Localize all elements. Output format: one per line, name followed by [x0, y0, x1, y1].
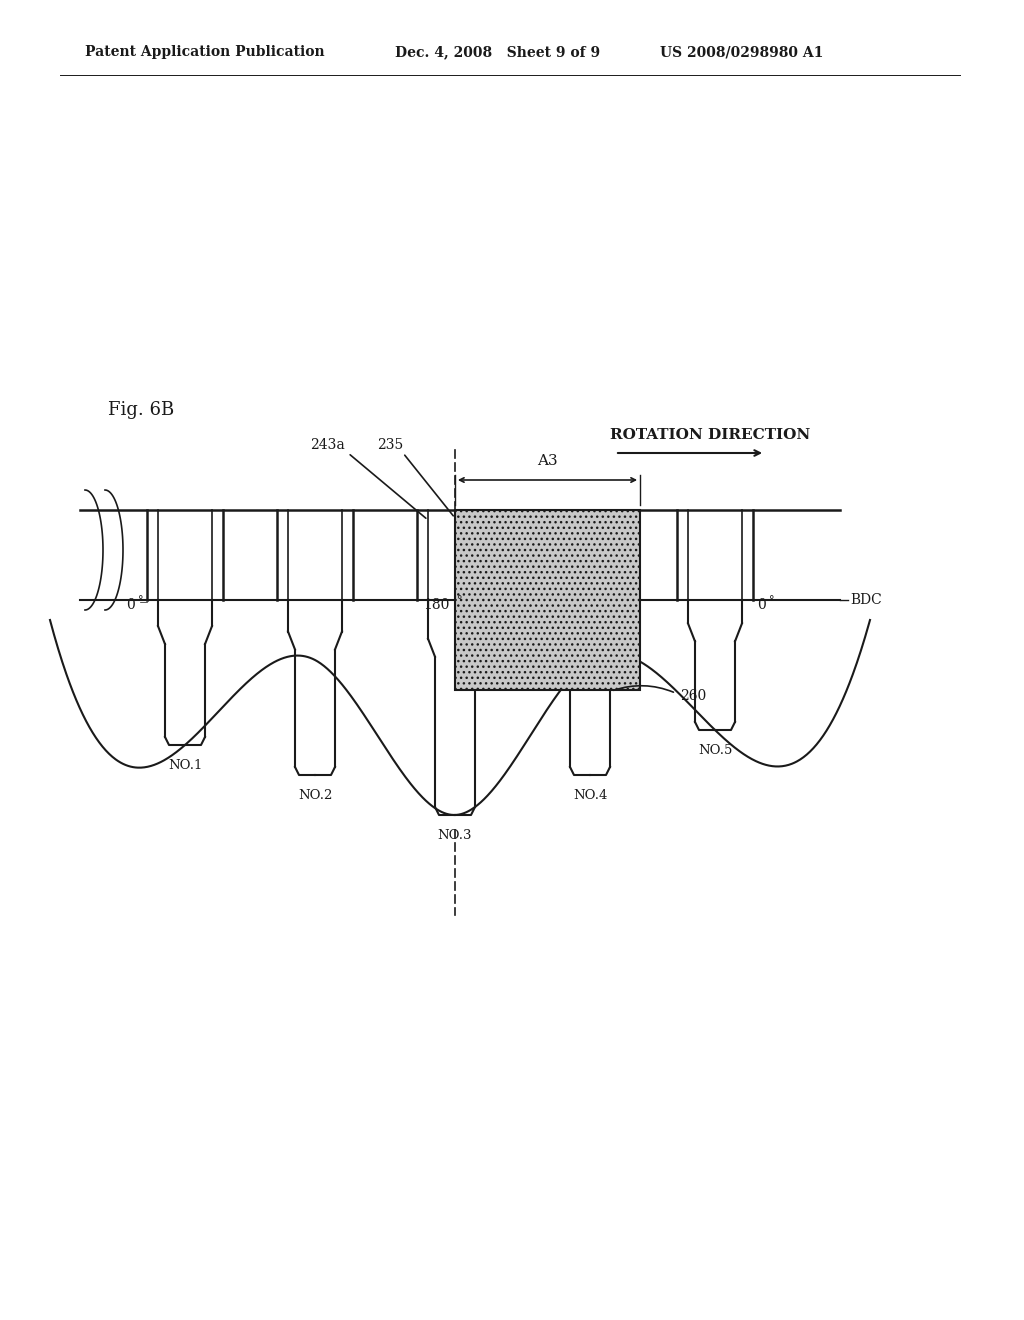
Text: °: °	[769, 595, 774, 605]
Text: NO.4: NO.4	[572, 789, 607, 803]
Text: Patent Application Publication: Patent Application Publication	[85, 45, 325, 59]
Text: 0: 0	[757, 598, 766, 612]
Text: ROTATION DIRECTION: ROTATION DIRECTION	[610, 428, 810, 442]
Text: °: °	[138, 595, 143, 605]
Text: NO.5: NO.5	[697, 744, 732, 756]
Text: BDC: BDC	[850, 593, 882, 607]
Text: 180: 180	[424, 598, 450, 612]
Text: 243a: 243a	[310, 438, 345, 451]
Text: Dec. 4, 2008   Sheet 9 of 9: Dec. 4, 2008 Sheet 9 of 9	[395, 45, 600, 59]
Text: 260: 260	[680, 689, 707, 704]
Text: 0: 0	[126, 598, 135, 612]
Text: NO.2: NO.2	[298, 789, 332, 803]
Text: Fig. 6B: Fig. 6B	[108, 401, 174, 418]
Text: NO.1: NO.1	[168, 759, 202, 772]
Text: NO.3: NO.3	[437, 829, 472, 842]
Text: A3: A3	[538, 454, 558, 469]
Text: °: °	[457, 595, 463, 605]
Text: US 2008/0298980 A1: US 2008/0298980 A1	[660, 45, 823, 59]
Text: 235: 235	[377, 438, 403, 451]
Bar	[455, 510, 640, 690]
